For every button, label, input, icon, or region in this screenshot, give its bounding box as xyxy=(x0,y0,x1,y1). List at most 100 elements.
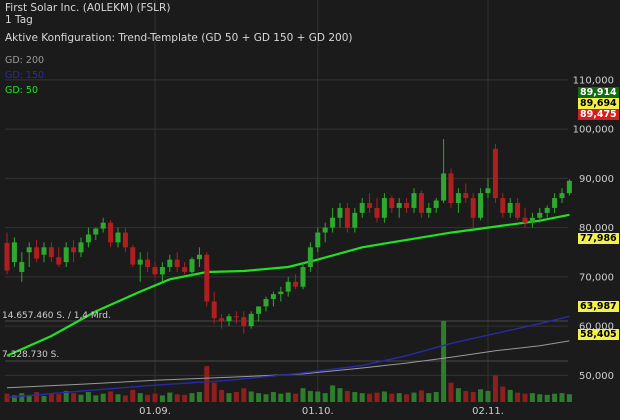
gd50-line xyxy=(6,213,570,357)
volume-bar xyxy=(233,392,239,402)
candle-body xyxy=(19,262,25,272)
candle-body xyxy=(293,281,299,287)
candle-body xyxy=(145,259,151,268)
volume-bar xyxy=(500,386,506,402)
volume-bar xyxy=(189,393,195,402)
volume-bar xyxy=(219,389,225,402)
candle-body xyxy=(219,318,225,322)
candle-body xyxy=(211,301,217,319)
candle-body xyxy=(537,212,543,218)
candle-body xyxy=(63,247,69,263)
price-tag: 77,986 xyxy=(578,232,619,244)
volume-bar xyxy=(159,395,165,402)
volume-bar xyxy=(34,392,40,402)
volume-bar xyxy=(515,392,521,402)
candle-body xyxy=(337,207,343,218)
interval-label: 1 Tag xyxy=(5,14,33,26)
volume-bar xyxy=(41,395,47,402)
candle-body xyxy=(226,316,232,322)
volume-bar xyxy=(300,388,306,402)
volume-bar xyxy=(263,394,269,402)
volume-bar xyxy=(307,390,313,402)
candle-body xyxy=(34,247,40,259)
y-tick-label: 110,000 xyxy=(573,75,614,86)
volume-bar xyxy=(11,395,17,402)
candle-body xyxy=(285,281,291,292)
volume-bar xyxy=(226,393,232,402)
candle-body xyxy=(256,306,262,314)
volume-bar xyxy=(426,393,432,402)
volume-bar xyxy=(211,382,217,402)
candle-body xyxy=(359,203,365,213)
price-tag: 63,987 xyxy=(578,301,619,313)
volume-bar xyxy=(433,392,439,402)
volume-bar xyxy=(204,366,210,402)
candle-body xyxy=(122,232,128,248)
legend-gd150: GD: 150 xyxy=(5,70,45,81)
candle-body xyxy=(418,193,424,213)
volume-bar xyxy=(322,393,328,402)
candle-body xyxy=(100,222,106,229)
candle-body xyxy=(307,247,313,268)
price-tag: 89,475 xyxy=(578,109,619,120)
candle-body xyxy=(11,242,17,263)
volume-bar xyxy=(26,394,32,402)
candle-body xyxy=(529,217,535,223)
volume-bar xyxy=(100,393,106,402)
candle-body xyxy=(441,173,447,201)
volume-bar xyxy=(367,393,373,402)
candle-body xyxy=(315,232,321,248)
candle-body xyxy=(500,198,506,213)
volume-bar xyxy=(270,392,276,402)
volume-bar xyxy=(381,391,387,402)
volume-bar xyxy=(256,393,262,402)
volume-bar xyxy=(389,393,395,402)
volume-bar xyxy=(522,393,528,402)
volume-max-label: 14.657.460 S. / 1,4 Mrd. xyxy=(2,311,111,321)
volume-bar xyxy=(396,393,402,402)
volume-bar xyxy=(122,395,128,402)
volume-mid-label: 7.328.730 S. xyxy=(2,350,60,360)
candle-body xyxy=(108,222,114,243)
gd150-line xyxy=(6,315,570,399)
volume-bar xyxy=(182,394,188,402)
candle-body xyxy=(411,193,417,208)
candle-body xyxy=(241,317,247,327)
candle-body xyxy=(522,217,528,223)
candle-body xyxy=(507,203,513,213)
candle-body xyxy=(85,234,91,243)
candle-body xyxy=(115,232,121,243)
volume-bar xyxy=(344,390,350,402)
volume-bar xyxy=(196,392,202,402)
volume-bar xyxy=(463,390,469,402)
candle-body xyxy=(93,228,99,235)
candle-body xyxy=(381,198,387,218)
volume-bar xyxy=(492,375,498,402)
candle-body xyxy=(426,207,432,213)
candle-body xyxy=(492,148,498,199)
candle-body xyxy=(389,198,395,208)
candle-body xyxy=(470,198,476,218)
volume-bar xyxy=(48,393,54,402)
volume-bar xyxy=(478,389,484,402)
candle-body xyxy=(367,203,373,208)
volume-bar xyxy=(411,392,417,402)
volume-bar xyxy=(63,390,69,402)
candle-body xyxy=(278,291,284,295)
price-tag: 89,694 xyxy=(578,98,619,109)
volume-bar xyxy=(537,394,543,402)
volume-bar xyxy=(352,392,358,402)
volume-bar xyxy=(552,393,558,402)
price-tag: 58,405 xyxy=(578,328,619,340)
candle-body xyxy=(26,247,32,253)
x-tick-label: 01.10. xyxy=(302,406,334,417)
candle-body xyxy=(566,180,572,194)
y-tick-label: 70,000 xyxy=(579,272,614,283)
volume-bar xyxy=(278,393,284,402)
volume-bar xyxy=(71,393,77,402)
candle-body xyxy=(263,299,269,307)
candle-body xyxy=(248,313,254,327)
volume-bar xyxy=(315,391,321,402)
volume-bar xyxy=(130,389,136,402)
